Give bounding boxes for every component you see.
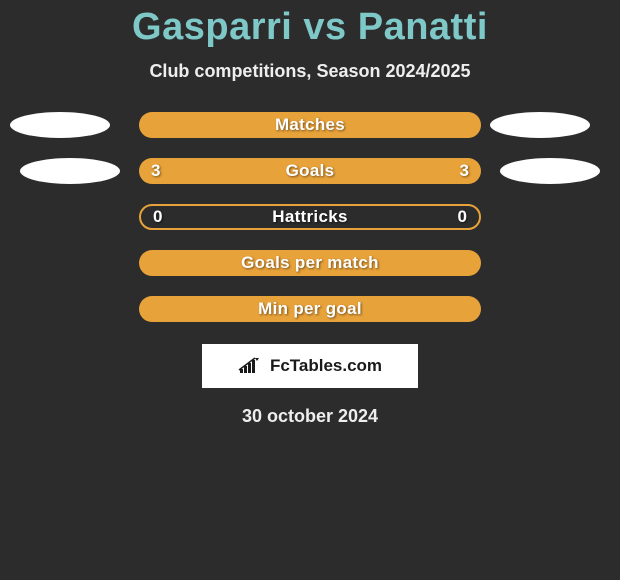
stat-pill: 3 Goals 3 xyxy=(139,158,481,184)
stat-row: Matches xyxy=(0,112,620,138)
footer-brand-box: FcTables.com xyxy=(202,344,418,388)
stat-pill: Min per goal xyxy=(139,296,481,322)
right-value-ellipse xyxy=(490,112,590,138)
stat-value-left: 0 xyxy=(153,207,162,227)
stat-rows: Matches 3 Goals 3 0 Hattricks 0 Goals per match… xyxy=(0,112,620,322)
stat-label: Goals per match xyxy=(241,253,379,273)
left-value-ellipse xyxy=(10,112,110,138)
stat-row: Min per goal xyxy=(0,296,620,322)
stat-label: Matches xyxy=(275,115,345,135)
right-value-ellipse xyxy=(500,158,600,184)
stat-value-right: 0 xyxy=(458,207,467,227)
stat-label: Goals xyxy=(286,161,335,181)
stat-pill: 0 Hattricks 0 xyxy=(139,204,481,230)
date-label: 30 october 2024 xyxy=(242,406,378,427)
stat-value-right: 3 xyxy=(460,161,469,181)
left-value-ellipse xyxy=(20,158,120,184)
stat-pill: Goals per match xyxy=(139,250,481,276)
fctables-logo-icon xyxy=(238,357,262,375)
stat-label: Hattricks xyxy=(272,207,347,227)
stat-row: Goals per match xyxy=(0,250,620,276)
stat-row: 0 Hattricks 0 xyxy=(0,204,620,230)
page-subtitle: Club competitions, Season 2024/2025 xyxy=(149,61,470,82)
comparison-infographic: Gasparri vs Panatti Club competitions, S… xyxy=(0,0,620,427)
stat-pill: Matches xyxy=(139,112,481,138)
footer-brand-text: FcTables.com xyxy=(270,356,382,376)
stat-value-left: 3 xyxy=(151,161,160,181)
page-title: Gasparri vs Panatti xyxy=(132,6,488,49)
stat-row: 3 Goals 3 xyxy=(0,158,620,184)
stat-label: Min per goal xyxy=(258,299,362,319)
